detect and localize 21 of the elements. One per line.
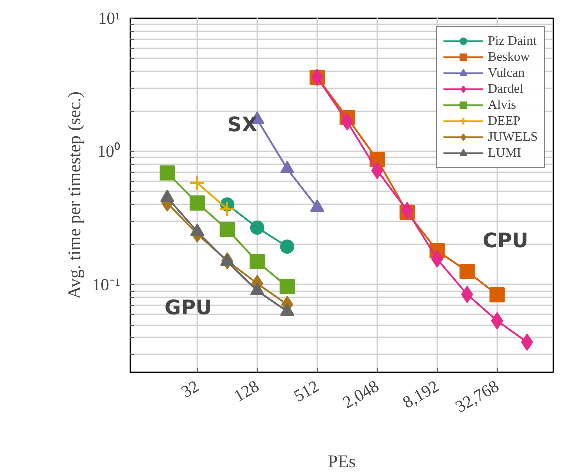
x-tick-label: 512 xyxy=(290,376,322,406)
annotation: GPU xyxy=(164,295,212,320)
y-tick-label: 10¹ xyxy=(98,9,121,28)
legend-label: Vulcan xyxy=(488,65,525,81)
legend-label: Beskow xyxy=(488,49,530,65)
legend-label: Dardel xyxy=(488,81,524,97)
x-tick-label: 32 xyxy=(178,376,202,402)
annotation: SX xyxy=(228,112,258,137)
y-axis-title: Avg. time per timestep (sec.) xyxy=(64,92,84,300)
legend-label: DEEP xyxy=(488,113,521,129)
x-axis-title: PEs xyxy=(328,451,356,472)
legend-label: Piz Daint xyxy=(488,33,537,49)
x-tick-label: 2,048 xyxy=(340,376,382,412)
x-tick-label: 8,192 xyxy=(400,376,442,412)
x-tick-label: 128 xyxy=(230,376,262,406)
legend-label: JUWELS xyxy=(488,129,538,145)
legend-label: LUMI xyxy=(488,145,522,161)
y-tick-label: 10⁰ xyxy=(98,142,120,162)
legend-label: Alvis xyxy=(488,97,516,113)
annotation: CPU xyxy=(482,228,528,252)
y-tick-label: 10⁻¹ xyxy=(92,275,121,294)
